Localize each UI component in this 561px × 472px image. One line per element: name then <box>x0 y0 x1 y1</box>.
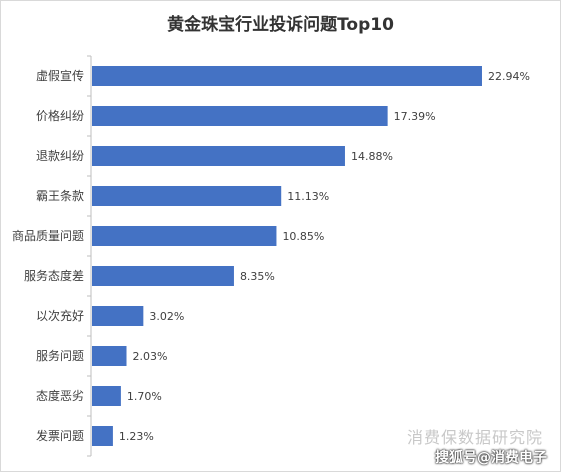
bar <box>92 146 345 166</box>
data-label: 8.35% <box>240 270 275 283</box>
data-label: 14.88% <box>351 150 393 163</box>
category-label: 退款纠纷 <box>36 149 84 163</box>
category-label: 发票问题 <box>36 428 84 443</box>
data-label: 11.13% <box>287 190 329 203</box>
bar <box>92 186 282 206</box>
bar <box>92 266 234 286</box>
category-label: 态度恶劣 <box>36 388 84 403</box>
data-label: 3.02% <box>149 310 184 323</box>
data-label: 1.70% <box>127 390 162 403</box>
category-label: 霸王条款 <box>36 189 84 203</box>
category-label: 以次充好 <box>36 308 84 323</box>
data-label: 17.39% <box>394 110 436 123</box>
category-label: 价格纠纷 <box>36 108 84 123</box>
category-label: 虚假宣传 <box>36 68 84 83</box>
bar <box>92 106 388 126</box>
bar <box>92 226 277 246</box>
chart-title: 黄金珠宝行业投诉问题Top10 <box>167 15 394 35</box>
bar <box>92 426 113 446</box>
data-label: 2.03% <box>133 350 168 363</box>
bar <box>92 386 121 406</box>
data-label: 10.85% <box>282 230 324 243</box>
data-label: 22.94% <box>488 70 530 83</box>
bar <box>92 306 144 326</box>
data-label: 1.23% <box>119 430 154 443</box>
watermark: 消费保数据研究院 <box>406 428 543 447</box>
source-credit: 搜狐号@消费电子 <box>435 450 547 466</box>
bar <box>92 66 482 86</box>
category-label: 服务问题 <box>36 348 84 363</box>
bar <box>92 346 127 366</box>
category-label: 商品质量问题 <box>12 228 84 243</box>
category-label: 服务态度差 <box>24 268 84 283</box>
